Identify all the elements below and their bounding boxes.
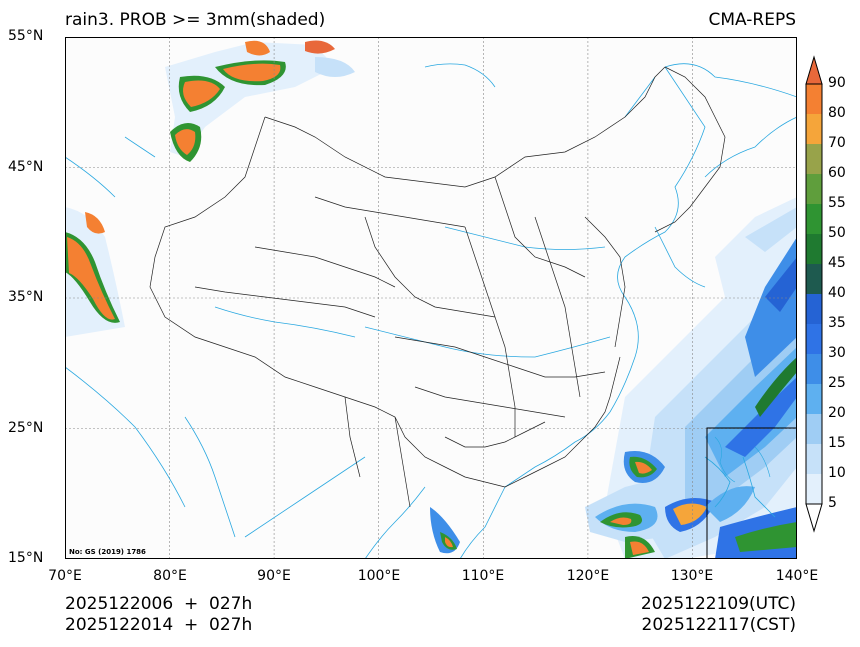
colorbar-level-label: 50 [828, 225, 846, 241]
map-panel [65, 37, 797, 559]
colorbar-cell [806, 144, 822, 174]
init-time-cst: 2025122014 + 027h [65, 615, 253, 635]
colorbar-cell [806, 294, 822, 324]
lon-tick-label: 70°E [48, 568, 82, 584]
precip-shading [65, 40, 797, 559]
model-name: CMA-REPS [708, 10, 796, 30]
colorbar-level-label: 60 [828, 165, 846, 181]
map-approval-note: No: GS (2019) 1786 [69, 548, 146, 556]
lon-tick-label: 120°E [566, 568, 610, 584]
coastlines-rivers [65, 63, 797, 559]
colorbar-cell [806, 84, 822, 114]
lon-tick-label: 100°E [357, 568, 401, 584]
colorbar-level-label: 30 [828, 345, 846, 361]
lat-tick-label: 45°N [8, 159, 44, 175]
colorbar-extend-bottom [805, 503, 823, 533]
colorbar-cell [806, 474, 822, 504]
lon-tick-label: 140°E [775, 568, 819, 584]
lon-tick-label: 130°E [670, 568, 714, 584]
colorbar-level-label: 25 [828, 375, 846, 391]
colorbar-cell [806, 324, 822, 354]
colorbar-level-label: 5 [828, 495, 837, 511]
colorbar-level-label: 15 [828, 435, 846, 451]
init-time-utc: 2025122006 + 027h [65, 594, 253, 614]
lat-tick-label: 25°N [8, 420, 44, 436]
colorbar-level-label: 80 [828, 105, 846, 121]
colorbar-cell [806, 264, 822, 294]
valid-time-cst: 2025122117(CST) [641, 615, 796, 635]
colorbar-cell [806, 354, 822, 384]
colorbar-level-label: 45 [828, 255, 846, 271]
colorbar-level-label: 70 [828, 135, 846, 151]
colorbar-cell [806, 414, 822, 444]
colorbar-level-label: 40 [828, 285, 846, 301]
colorbar-cell [806, 114, 822, 144]
lon-tick-label: 80°E [153, 568, 187, 584]
colorbar-level-label: 10 [828, 465, 846, 481]
colorbar-cell [806, 174, 822, 204]
map-title: rain3. PROB >= 3mm(shaded) [65, 10, 326, 30]
colorbar-cell [806, 444, 822, 474]
lat-tick-label: 15°N [8, 550, 44, 566]
lon-tick-label: 90°E [257, 568, 291, 584]
colorbar-cell [806, 204, 822, 234]
lon-tick-label: 110°E [461, 568, 505, 584]
south-china-sea-inset [706, 427, 797, 559]
lat-tick-label: 55°N [8, 28, 44, 44]
colorbar-level-label: 35 [828, 315, 846, 331]
colorbar-cell [806, 384, 822, 414]
valid-time-utc: 2025122109(UTC) [640, 594, 796, 614]
colorbar-level-label: 20 [828, 405, 846, 421]
colorbar-extend-top [805, 55, 823, 85]
political-borders [149, 66, 726, 508]
colorbar-level-label: 55 [828, 195, 846, 211]
colorbar-cell [806, 234, 822, 264]
colorbar [805, 55, 823, 533]
lat-tick-label: 35°N [8, 289, 44, 305]
colorbar-level-label: 90 [828, 75, 846, 91]
inset-content [714, 436, 771, 483]
